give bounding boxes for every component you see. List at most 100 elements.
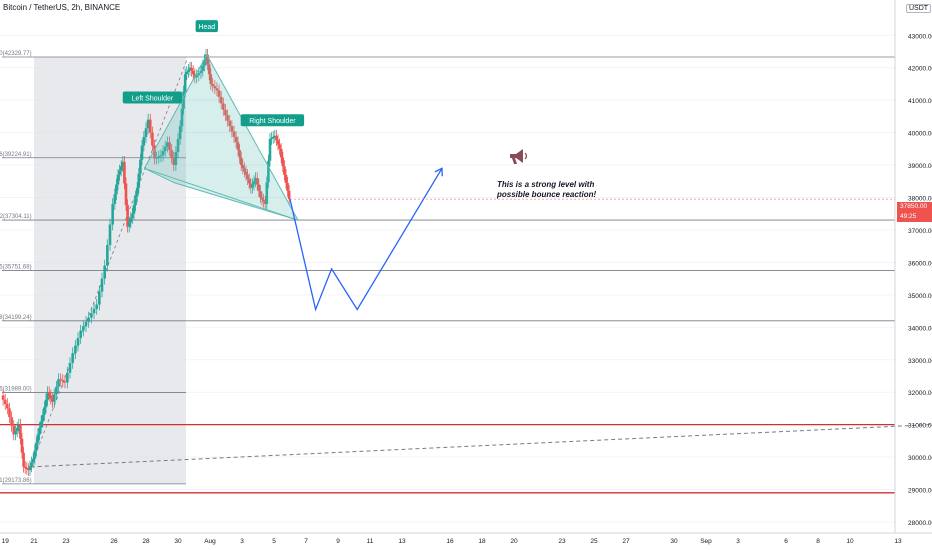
candle-body xyxy=(197,73,201,76)
neckline xyxy=(144,167,299,221)
time-tick-label: 8 xyxy=(816,538,820,545)
candle-body xyxy=(39,421,43,428)
candle-body xyxy=(52,394,56,402)
candle-body xyxy=(275,135,278,141)
time-tick-label: 6 xyxy=(784,538,788,545)
candle-body xyxy=(106,245,109,266)
candle-body xyxy=(284,174,288,183)
time-tick-label: Sep xyxy=(700,538,712,545)
candle-body xyxy=(271,136,275,139)
candle-body xyxy=(25,467,29,469)
megaphone-icon xyxy=(510,149,528,164)
currency-label[interactable]: USDT xyxy=(906,4,932,13)
fib-level-label: 0.236(39224.91) xyxy=(0,152,32,158)
candle-body xyxy=(259,191,262,198)
pattern-labels: Left Shoulder Head Right Shoulder xyxy=(122,20,305,127)
candle-body xyxy=(178,126,182,140)
candle-body xyxy=(49,395,53,399)
candle-body xyxy=(281,157,285,167)
candle-body xyxy=(142,136,146,146)
price-tick-label: 42000.00 xyxy=(908,66,932,73)
candle-body xyxy=(254,178,257,182)
time-tick-label: 3 xyxy=(240,538,244,545)
candle-body xyxy=(59,379,62,381)
candle-body xyxy=(232,131,236,137)
candle-body xyxy=(155,157,158,159)
candle-body xyxy=(66,372,69,383)
candle-body xyxy=(151,132,154,146)
candle-body xyxy=(260,197,264,200)
candle-body xyxy=(159,155,163,157)
pattern-label-badge xyxy=(195,20,218,33)
candle-body xyxy=(153,145,156,159)
candle-body xyxy=(19,424,22,439)
candle-body xyxy=(201,65,205,71)
last-price: 37850.00 xyxy=(900,203,928,210)
candle-body xyxy=(87,317,90,322)
time-tick-label: 13 xyxy=(894,538,902,545)
bar-countdown: 49:25 xyxy=(900,213,917,220)
candle-body xyxy=(255,178,259,185)
price-axis: 43000.00 42000.00 41000.00 40000.00 39000.00… xyxy=(894,0,932,533)
candle-body xyxy=(129,218,133,223)
candle-body xyxy=(252,181,256,185)
dashed-trend-line xyxy=(30,424,931,468)
candle-body xyxy=(263,201,267,204)
candle-body xyxy=(121,161,125,167)
candle-body xyxy=(1,395,5,400)
pattern-label-badge xyxy=(240,114,305,127)
price-tick-label: 41000.00 xyxy=(908,98,932,105)
candle-body xyxy=(190,67,193,71)
candle-body xyxy=(140,145,144,160)
pattern-label-text: Right Shoulder xyxy=(249,118,296,125)
candle-body xyxy=(84,321,88,327)
pattern-label-text: Head xyxy=(198,24,215,31)
candle-body xyxy=(12,425,16,435)
time-tick-label: 26 xyxy=(110,538,118,545)
candle-body xyxy=(148,119,152,133)
candle-body xyxy=(95,304,98,309)
candle-body xyxy=(163,146,167,151)
time-tick-label: 5 xyxy=(272,538,276,545)
price-tick-label: 28000.00 xyxy=(908,520,932,527)
candle-body xyxy=(90,313,93,318)
candle-body xyxy=(43,407,46,415)
candle-body xyxy=(267,160,270,183)
candle-body xyxy=(195,75,198,78)
candle-body xyxy=(247,179,251,184)
candle-body xyxy=(278,144,281,149)
candle-body xyxy=(273,135,277,137)
candle-body xyxy=(222,103,225,110)
fib-level-label: 0(42329.77) xyxy=(0,51,32,57)
candle-body xyxy=(262,199,265,202)
candle-body xyxy=(46,392,49,400)
candle-body xyxy=(82,326,85,331)
candle-body xyxy=(182,91,185,109)
time-tick-label: 18 xyxy=(478,538,486,545)
candle-body xyxy=(31,458,35,463)
candle-body xyxy=(180,108,184,127)
time-tick-label: 3 xyxy=(736,538,740,545)
candle-body xyxy=(249,183,253,188)
projection-line xyxy=(289,167,443,312)
candle-body xyxy=(115,184,118,195)
candle-body xyxy=(166,142,169,147)
price-tick-label: 37000.00 xyxy=(908,228,932,235)
support-lines xyxy=(0,424,895,494)
candle-body xyxy=(239,157,243,166)
candle-body xyxy=(226,115,229,121)
candle-body xyxy=(206,54,209,65)
candle-body xyxy=(22,452,25,467)
candle-body xyxy=(51,398,54,402)
candle-body xyxy=(47,392,51,396)
candle-body xyxy=(61,380,65,382)
candle-body xyxy=(131,213,134,219)
time-tick-label: 23 xyxy=(62,538,70,545)
candle-body xyxy=(55,386,58,395)
candle-body xyxy=(188,67,192,70)
candle-body xyxy=(28,466,32,471)
price-tick-label: 30000.00 xyxy=(908,455,932,462)
candle-body xyxy=(98,291,101,305)
projection-path xyxy=(289,167,895,312)
